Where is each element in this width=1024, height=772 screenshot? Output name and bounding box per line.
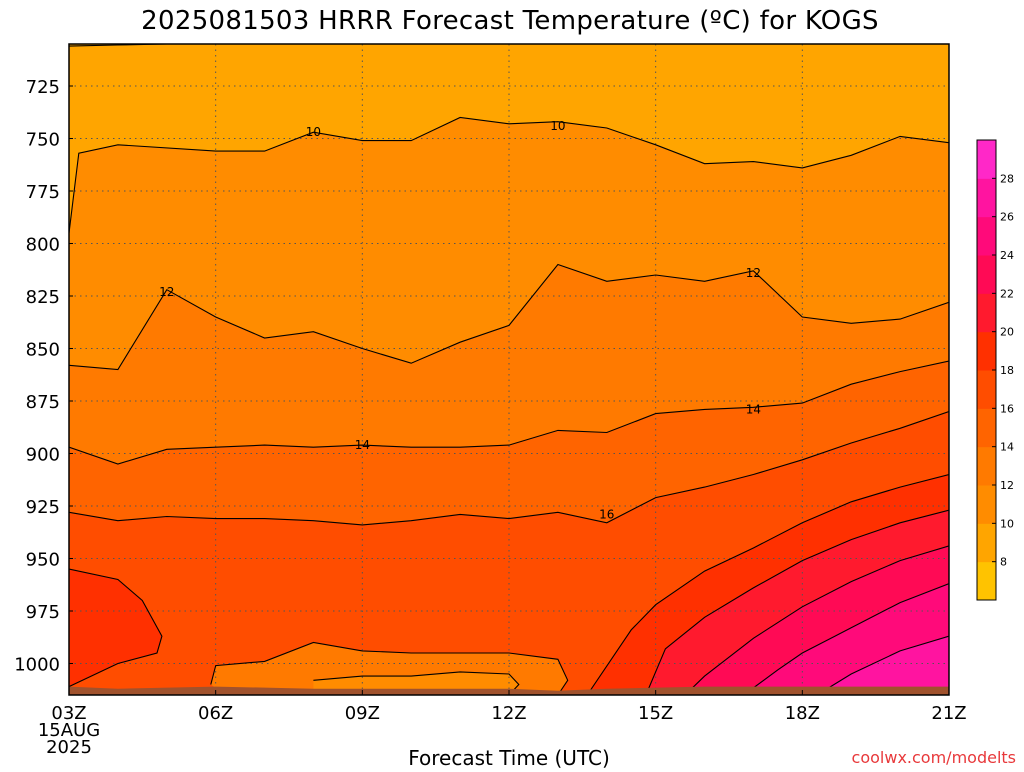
temperature-band-6: [69, 510, 949, 695]
x-tick-label-12Z: 12Z: [491, 703, 526, 724]
x-start-label-1: 15AUG: [38, 720, 100, 741]
colorbar-swatch-3: [977, 446, 996, 486]
colorbar-swatch-9: [977, 216, 996, 256]
site-credit: coolwx.com/modelts: [852, 748, 1016, 767]
colorbar-label-28: 28: [1000, 172, 1014, 185]
x-start-label-2: 2025: [46, 737, 92, 758]
x-tick-label-06Z: 06Z: [198, 703, 233, 724]
chart-title: 2025081503 HRRR Forecast Temperature (ºC…: [141, 6, 879, 36]
x-start-label-0: 03Z: [51, 703, 86, 724]
isotherm-line-1: [69, 263, 949, 371]
x-tick-label-21Z: 21Z: [931, 703, 966, 724]
colorbar-label-8: 8: [1000, 556, 1007, 569]
y-tick-label-825: 825: [26, 287, 60, 308]
colorbar: 8 10 12 14 16 18 20 22 24 26 28: [976, 139, 1014, 601]
contour-label-10: 10: [306, 125, 321, 139]
y-axis-ticks: 725 750 775 800 825 850 875 900 925 950 975 1000: [14, 77, 73, 676]
isotherm-line-0: [69, 116, 949, 234]
contour-label-16: 16: [599, 507, 614, 521]
colorbar-label-12: 12: [1000, 479, 1014, 492]
colorbar-label-20: 20: [1000, 326, 1014, 339]
colorbar-label-22: 22: [1000, 287, 1014, 300]
y-tick-label-975: 975: [26, 602, 60, 623]
y-tick-label-950: 950: [26, 550, 60, 571]
y-tick-label-800: 800: [26, 235, 60, 256]
isotherm-line-10: [210, 641, 569, 695]
grid-lines: [68, 44, 950, 695]
colorbar-swatch-5: [977, 370, 996, 409]
x-axis-label: Forecast Time (UTC): [408, 746, 610, 768]
colorbar-swatch-4: [977, 408, 996, 448]
x-tick-label-09Z: 09Z: [345, 703, 380, 724]
y-tick-label-900: 900: [26, 445, 60, 466]
y-tick-label-925: 925: [26, 497, 60, 518]
contour-labels: 10 10 12 12 14 14 16: [159, 119, 761, 522]
y-tick-label-725: 725: [26, 77, 60, 98]
colorbar-swatch-7: [977, 293, 996, 333]
y-tick-label-875: 875: [26, 392, 60, 413]
contour-label-10: 10: [550, 119, 565, 133]
colorbar-swatch-8: [977, 255, 996, 294]
isotherm-line-2: [69, 360, 949, 465]
colorbar-label-16: 16: [1000, 402, 1014, 415]
isotherm-line-6: [684, 545, 949, 695]
isotherm-line-7: [743, 583, 949, 695]
y-tick-label-750: 750: [26, 130, 60, 151]
colorbar-label-26: 26: [1000, 211, 1014, 224]
isotherm-line-4: [586, 473, 949, 695]
contour-label-12: 12: [159, 285, 174, 299]
y-tick-label-775: 775: [26, 182, 60, 203]
isotherm-line-11: [313, 671, 520, 695]
colorbar-label-14: 14: [1000, 441, 1014, 454]
colorbar-swatch-6: [977, 331, 996, 371]
colorbar-label-24: 24: [1000, 249, 1014, 262]
colorbar-swatch-2: [977, 485, 996, 524]
temperature-patch-0: [69, 569, 162, 687]
colorbar-label-10: 10: [1000, 517, 1014, 530]
isotherm-line-3: [69, 410, 949, 526]
isotherm-line-8: [816, 635, 949, 695]
isotherm-lines: [69, 44, 949, 695]
y-tick-label-850: 850: [26, 340, 60, 361]
isotherm-line-5: [645, 509, 949, 695]
contour-label-14: 14: [355, 438, 370, 452]
contour-label-14: 14: [746, 402, 761, 416]
colorbar-label-18: 18: [1000, 364, 1014, 377]
x-tick-label-15Z: 15Z: [638, 703, 673, 724]
isotherm-line-9: [69, 568, 163, 688]
colorbar-swatch-1: [977, 523, 996, 563]
colorbar-swatch-11: [977, 140, 996, 179]
colorbar-swatch-10: [977, 178, 996, 218]
colorbar-swatch-0: [977, 561, 996, 601]
contour-label-12: 12: [746, 266, 761, 280]
x-tick-label-18Z: 18Z: [785, 703, 820, 724]
y-tick-label-1000: 1000: [14, 655, 60, 676]
